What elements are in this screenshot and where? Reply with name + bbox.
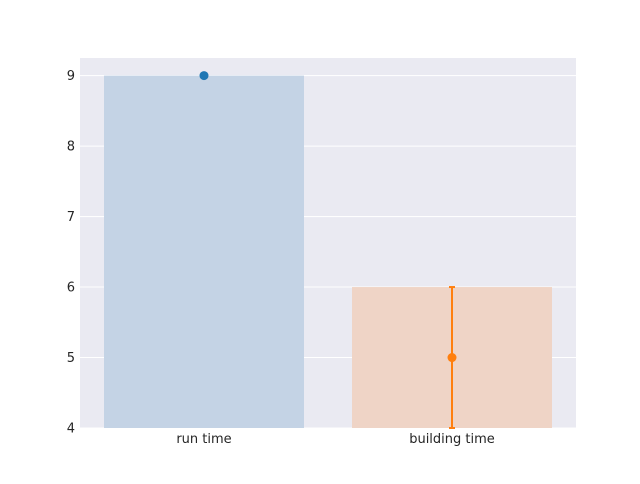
- x-tick-label: run time: [176, 432, 231, 447]
- points: [199, 71, 457, 363]
- point-building-time: [447, 353, 457, 363]
- y-tick-label: 4: [67, 422, 75, 437]
- point-run-time: [199, 71, 209, 81]
- y-tick-label: 8: [67, 140, 75, 155]
- y-tick-label: 7: [67, 210, 75, 225]
- bar-run-time: [104, 75, 304, 428]
- y-tick-label: 9: [67, 69, 75, 84]
- y-axis-ticks: 4 5 6 7 8 9: [67, 69, 75, 436]
- y-tick-label: 6: [67, 281, 75, 296]
- x-tick-label: building time: [409, 432, 495, 447]
- y-tick-label: 5: [67, 351, 75, 366]
- x-axis-ticks: run time building time: [176, 432, 494, 447]
